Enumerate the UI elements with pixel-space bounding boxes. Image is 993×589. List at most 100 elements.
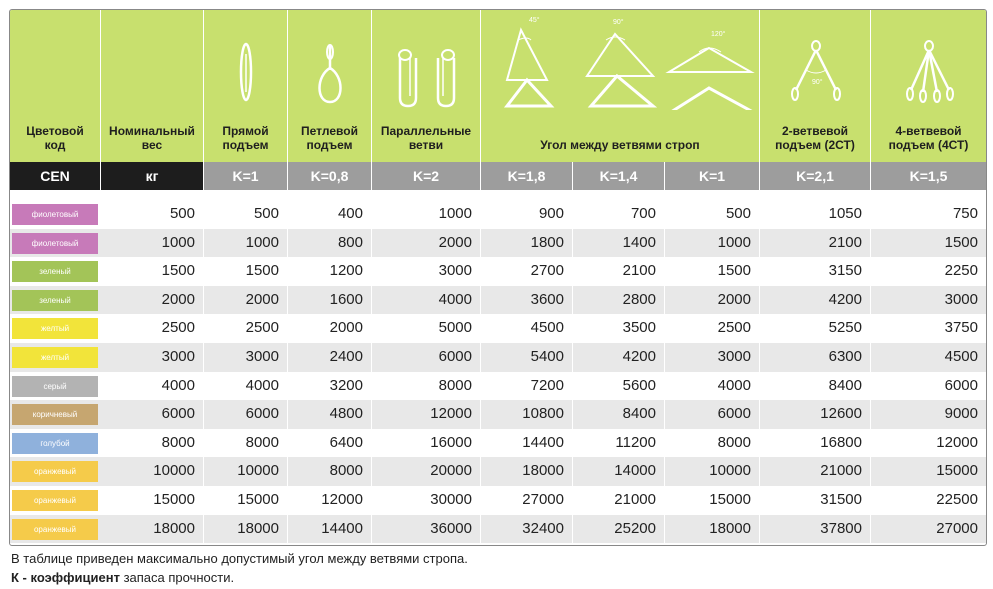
- table-cell: 8000: [101, 428, 204, 458]
- table-cell: 14400: [481, 428, 573, 458]
- table-cell: 21000: [573, 486, 665, 515]
- header-angle-group: 45° 90° 120° Угол между ветвями строп: [481, 10, 760, 162]
- table-cell: 7200: [481, 371, 573, 401]
- table-cell: 700: [573, 200, 665, 229]
- table-cell: 2250: [944, 262, 978, 280]
- header-loop-lift: Петлевой подъем: [288, 10, 372, 162]
- table-cell: 6400: [288, 428, 372, 458]
- table-cell: 1400: [573, 228, 665, 258]
- table-cell: 21000: [760, 457, 871, 486]
- table-header: Цветовой код Номинальный вес Прямой подъ…: [10, 10, 986, 162]
- angle-120-text: 120°: [711, 30, 726, 38]
- table-cell: 8400: [760, 371, 871, 401]
- sling-load-table: Цветовой код Номинальный вес Прямой подъ…: [9, 9, 987, 546]
- table-cell: 14400: [288, 514, 372, 544]
- table-cell: 8000: [665, 428, 760, 458]
- color-swatch: оранжевый: [12, 461, 98, 483]
- table-cell: 11200: [573, 428, 665, 458]
- table-cell: 10000: [204, 457, 288, 486]
- table-cell: 4200: [760, 285, 871, 315]
- two-branch-icon: 90°: [760, 10, 870, 110]
- parallel-branches-icon: [372, 10, 480, 110]
- table-cell: 1000: [101, 228, 204, 258]
- table-cell: 3200: [288, 371, 372, 401]
- table-row: оранжевый 15000 15000 12000 30000 27000 21000 1…: [10, 486, 986, 515]
- footnote-coefficient: К - коэффициент запаса прочности.: [11, 568, 468, 587]
- table-cell: 4800: [288, 400, 372, 429]
- table-cell: 5600: [573, 371, 665, 401]
- table-row: зеленый 2000 2000 1600 4000 3600 2800 2000 4200 3…: [10, 285, 986, 315]
- table-cell: 4000: [204, 371, 288, 401]
- k-cell: кг: [101, 162, 204, 190]
- header-color-code-label: Цветовой код: [26, 124, 84, 152]
- two-branch-angle-text: 90°: [812, 78, 823, 86]
- table-cell: 8000: [288, 457, 372, 486]
- table-cell: 10000: [665, 457, 760, 486]
- header-two-branch: 90° 2-ветвевой подъем (2СТ): [760, 10, 871, 162]
- table-cell: 1000: [665, 228, 760, 258]
- table-cell: 1050: [760, 200, 871, 229]
- table-cell: 1500: [204, 257, 288, 286]
- table-cell: 800: [288, 228, 372, 258]
- table-row: оранжевый 18000 18000 14400 36000 32400 25200 1…: [10, 514, 986, 544]
- footnotes: В таблице приведен максимально допустимы…: [11, 549, 468, 587]
- footnote-coefficient-bold: К - коэффициент: [11, 570, 120, 585]
- table-cell: 1500: [944, 233, 978, 251]
- k-cell: K=1,4: [573, 162, 665, 190]
- table-row: коричневый 6000 6000 4800 12000 10800 8400 6000…: [10, 400, 986, 429]
- footnote-angle: В таблице приведен максимально допустимы…: [11, 551, 468, 566]
- table-row: зеленый 1500 1500 1200 3000 2700 2100 1500 3150 2…: [10, 257, 986, 286]
- loop-lift-icon: [288, 10, 371, 110]
- table-cell: 12000: [288, 486, 372, 515]
- table-cell: 18000: [481, 457, 573, 486]
- color-swatch: голубой: [12, 432, 98, 454]
- table-row: фиолетовый 1000 1000 800 2000 1800 1400 1000 210…: [10, 228, 986, 258]
- table-cell: 25200: [573, 514, 665, 544]
- table-row: голубой 8000 8000 6400 16000 14400 11200 8000 16…: [10, 428, 986, 458]
- k-cell: K=1: [204, 162, 288, 190]
- table-cell: 6000: [204, 400, 288, 429]
- header-nominal-weight: Номинальный вес: [101, 10, 204, 162]
- table-cell: 8000: [204, 428, 288, 458]
- four-branch-icon: [871, 10, 986, 110]
- table-cell: 400: [288, 200, 372, 229]
- table-cell: 15000: [936, 462, 978, 480]
- table-cell: 32400: [481, 514, 573, 544]
- color-swatch: зеленый: [12, 289, 98, 311]
- table-cell: 3000: [944, 290, 978, 308]
- table-cell: 2000: [101, 285, 204, 315]
- color-swatch: фиолетовый: [12, 232, 98, 254]
- table-cell: 27000: [936, 519, 978, 537]
- header-angle-label: Угол между ветвями строп: [540, 138, 700, 152]
- straight-lift-icon: [204, 10, 287, 110]
- table-cell: 2800: [573, 285, 665, 315]
- header-parallel-label: Параллельные ветви: [380, 124, 472, 152]
- header-two-branch-label: 2-ветвевой подъем (2СТ): [775, 124, 855, 152]
- table-cell: 2500: [204, 314, 288, 343]
- color-swatch: желтый: [12, 347, 98, 368]
- table-cell: 2000: [204, 285, 288, 315]
- table-cell: 3000: [204, 343, 288, 372]
- table-cell: 6000: [372, 343, 481, 372]
- table-cell: 1500: [665, 257, 760, 286]
- table-cell: 18000: [665, 514, 760, 544]
- table-cell: 12000: [372, 400, 481, 429]
- k-cell: K=0,8: [288, 162, 372, 190]
- header-straight-lift: Прямой подъем: [204, 10, 288, 162]
- color-swatch: желтый: [12, 318, 98, 340]
- table-cell: 14000: [573, 457, 665, 486]
- table-cell: 5000: [372, 314, 481, 343]
- k-cell: K=1,8: [481, 162, 573, 190]
- table-cell: 10800: [481, 400, 573, 429]
- table-row: желтый 2500 2500 2000 5000 4500 3500 2500 5250 37…: [10, 314, 986, 343]
- table-cell: 2700: [481, 257, 573, 286]
- color-swatch: оранжевый: [12, 490, 98, 511]
- header-parallel: Параллельные ветви: [372, 10, 481, 162]
- table-cell: 2000: [665, 285, 760, 315]
- table-row: фиолетовый 500 500 400 1000 900 700 500 1050 750: [10, 200, 986, 229]
- angle-90-icon: 90°: [573, 10, 665, 110]
- color-swatch: фиолетовый: [12, 204, 98, 225]
- table-cell: 1600: [288, 285, 372, 315]
- table-cell: 18000: [204, 514, 288, 544]
- table-cell: 4500: [481, 314, 573, 343]
